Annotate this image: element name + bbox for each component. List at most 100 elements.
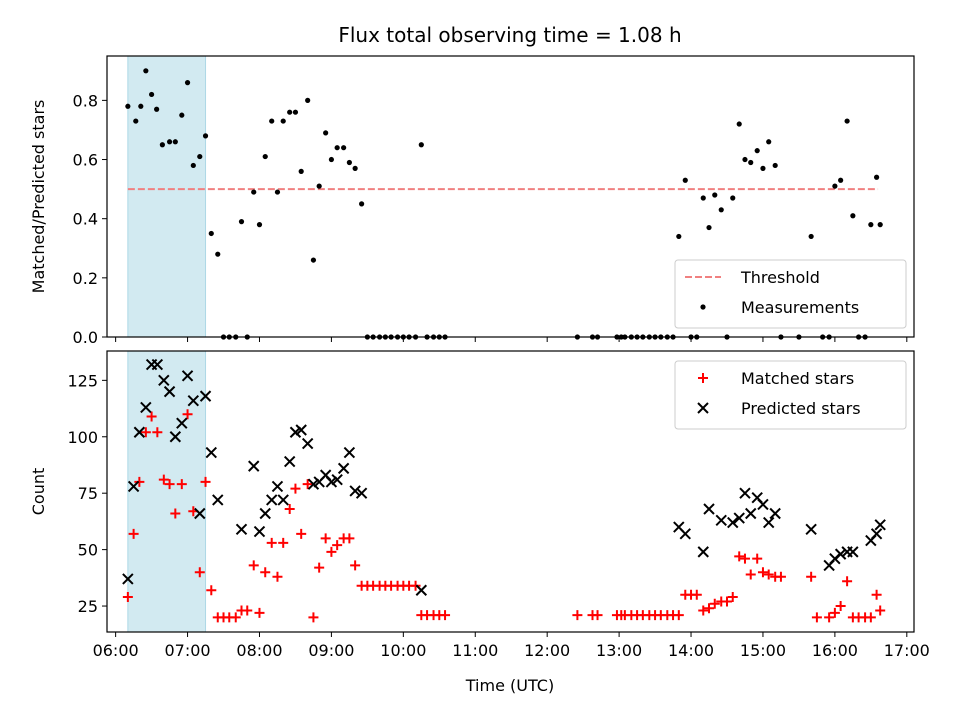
predicted-star-point bbox=[266, 494, 278, 506]
matched-star-point bbox=[254, 607, 265, 618]
measurement-point bbox=[718, 207, 724, 213]
x-tick-label: 08:00 bbox=[236, 641, 282, 660]
predicted-star-point bbox=[235, 523, 248, 536]
predicted-star-point bbox=[337, 462, 350, 475]
legend-measurement-swatch bbox=[700, 304, 706, 310]
predicted-star-point bbox=[169, 431, 182, 443]
measurement-point bbox=[323, 130, 329, 136]
measurement-point bbox=[700, 195, 706, 201]
measurement-point bbox=[352, 165, 358, 171]
measurement-point bbox=[346, 159, 352, 166]
y-tick-label: 0.8 bbox=[73, 91, 98, 110]
predicted-star-point bbox=[277, 494, 289, 506]
y-axis-label: Count bbox=[29, 468, 48, 516]
measurement-point bbox=[736, 121, 742, 127]
y-tick-label: 75 bbox=[78, 484, 98, 503]
measurement-point bbox=[159, 142, 165, 148]
x-tick-label: 09:00 bbox=[308, 641, 354, 660]
y-tick-label: 0.4 bbox=[73, 210, 98, 229]
predicted-star-point bbox=[151, 358, 164, 371]
measurement-point bbox=[850, 213, 856, 219]
measurement-point bbox=[166, 139, 173, 145]
predicted-star-point bbox=[763, 516, 775, 529]
x-tick-label: 17:00 bbox=[884, 641, 930, 660]
matched-star-point bbox=[290, 483, 301, 494]
predicted-star-point bbox=[757, 498, 769, 511]
measurement-point bbox=[334, 145, 340, 151]
matched-star-point bbox=[326, 546, 337, 557]
matched-star-point bbox=[739, 553, 750, 564]
highlight-span bbox=[127, 350, 207, 633]
legend-box bbox=[674, 259, 907, 329]
matched-star-point bbox=[824, 612, 835, 623]
measurement-point bbox=[238, 219, 245, 225]
measurement-point bbox=[280, 118, 286, 124]
predicted-star-point bbox=[355, 487, 368, 499]
measurement-point bbox=[418, 142, 424, 148]
predicted-star-point bbox=[874, 519, 886, 531]
y-tick-label: 0.6 bbox=[73, 151, 98, 170]
matched-star-point bbox=[260, 567, 271, 578]
legend-label: Measurements bbox=[741, 298, 859, 317]
measurement-point bbox=[202, 133, 209, 139]
measurement-point bbox=[251, 189, 257, 195]
matched-star-point bbox=[829, 607, 840, 618]
predicted-star-point bbox=[733, 512, 745, 524]
matched-star-point bbox=[763, 569, 774, 580]
legend-label: Threshold bbox=[740, 268, 820, 287]
y-tick-label: 125 bbox=[67, 371, 98, 390]
matched-star-point bbox=[266, 537, 277, 548]
measurement-point bbox=[359, 201, 365, 207]
predicted-star-point bbox=[176, 417, 188, 429]
x-tick-label: 10:00 bbox=[380, 641, 426, 660]
x-tick-label: 12:00 bbox=[524, 641, 570, 660]
measurement-point bbox=[298, 168, 304, 174]
predicted-star-point bbox=[283, 455, 296, 468]
predicted-star-point bbox=[697, 546, 709, 558]
predicted-star-point bbox=[745, 507, 757, 520]
matched-star-point bbox=[242, 605, 253, 616]
measurement-point bbox=[184, 80, 191, 86]
x-axis-label: Time (UTC) bbox=[465, 676, 554, 695]
measurement-point bbox=[292, 109, 299, 115]
matched-star-point bbox=[278, 537, 289, 548]
measurement-point bbox=[143, 68, 149, 74]
predicted-star-point bbox=[259, 507, 271, 520]
measurement-point bbox=[133, 118, 139, 124]
matched-star-point bbox=[296, 528, 307, 539]
ratio-panel: 0.0 0.2 0.4 0.6 0.8 Matched/Predicted stars Th… bbox=[29, 55, 915, 347]
matched-star-point bbox=[734, 551, 745, 562]
x-tick-label: 07:00 bbox=[165, 641, 211, 660]
predicted-star-point bbox=[834, 548, 847, 560]
matched-star-point bbox=[140, 427, 151, 438]
measurement-point bbox=[310, 257, 317, 263]
legend-box bbox=[674, 360, 907, 430]
matched-star-point bbox=[176, 479, 187, 490]
measurement-point bbox=[197, 153, 203, 160]
matched-star-point bbox=[806, 571, 817, 582]
chart-title: Flux total observing time = 1.08 h bbox=[338, 23, 681, 47]
measurement-point bbox=[172, 139, 178, 145]
predicted-star-point bbox=[805, 523, 817, 536]
matched-star-point bbox=[164, 479, 175, 490]
measurement-point bbox=[748, 159, 754, 166]
measurement-point bbox=[179, 112, 185, 118]
matched-star-point bbox=[302, 479, 313, 490]
predicted-star-point bbox=[271, 480, 284, 493]
matched-star-point bbox=[332, 540, 343, 551]
measurement-point bbox=[190, 162, 196, 169]
measurement-point bbox=[269, 118, 275, 124]
measurement-point bbox=[676, 233, 682, 240]
measurement-point bbox=[125, 103, 131, 109]
matched-star-point bbox=[691, 589, 702, 600]
x-tick-label: 15:00 bbox=[740, 641, 786, 660]
legend-predicted-swatch bbox=[697, 402, 709, 414]
predicted-star-point bbox=[122, 573, 134, 585]
x-tick-label: 11:00 bbox=[452, 641, 498, 660]
count-panel: 06:00 07:00 08:00 09:00 10:00 11:00 12:00 13:00… bbox=[29, 350, 930, 660]
matched-star-point bbox=[200, 476, 211, 487]
predicted-star-point bbox=[127, 480, 140, 493]
measurement-point bbox=[873, 174, 880, 180]
predicted-star-point bbox=[870, 528, 883, 540]
